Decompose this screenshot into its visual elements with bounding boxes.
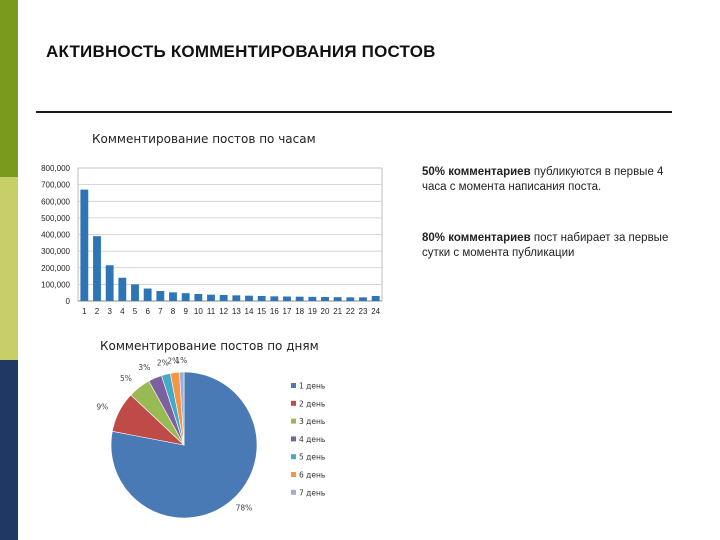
accent-stripe-bottom: [0, 360, 18, 540]
bar: [232, 295, 241, 301]
x-tick-label: 24: [371, 307, 380, 316]
y-tick-label: 600,000: [41, 197, 70, 206]
x-tick-label: 8: [171, 307, 176, 316]
x-tick-label: 2: [95, 307, 100, 316]
y-tick-label: 500,000: [41, 214, 70, 223]
x-tick-label: 18: [295, 307, 304, 316]
x-tick-label: 7: [158, 307, 163, 316]
x-tick-label: 10: [194, 307, 203, 316]
pie-data-label: 2%: [167, 357, 179, 366]
pie-data-label: 78%: [236, 503, 253, 512]
legend-swatch: [291, 454, 296, 460]
x-tick-label: 23: [359, 307, 368, 316]
legend-swatch: [291, 472, 296, 477]
legend-label: 3 день: [299, 417, 325, 426]
legend-swatch: [291, 436, 296, 442]
title-divider: [36, 111, 672, 113]
x-tick-label: 9: [183, 307, 188, 316]
bar: [346, 297, 355, 301]
x-tick-label: 19: [308, 307, 317, 316]
y-tick-label: 0: [66, 297, 71, 306]
x-tick-label: 20: [321, 307, 330, 316]
x-tick-label: 22: [346, 307, 355, 316]
legend-label: 1 день: [299, 382, 325, 391]
bar: [295, 296, 304, 301]
x-tick-label: 12: [219, 307, 228, 316]
note-first-day: 80% комментариев пост набирает за первые…: [422, 231, 684, 261]
bar: [219, 295, 228, 301]
x-tick-label: 3: [107, 307, 112, 316]
x-tick-label: 1: [82, 307, 87, 316]
y-tick-label: 800,000: [41, 164, 70, 173]
legend-label: 4 день: [299, 435, 325, 444]
note-first-hours-bold: 50% комментариев: [422, 166, 531, 178]
y-tick-label: 200,000: [41, 264, 70, 273]
legend-swatch: [291, 400, 296, 406]
pie-data-label: 1%: [175, 356, 187, 365]
bar: [321, 297, 329, 301]
bar: [181, 293, 190, 301]
pie-data-label: 9%: [96, 402, 108, 411]
legend-swatch: [291, 489, 296, 495]
y-tick-label: 100,000: [41, 280, 70, 289]
legend-swatch: [291, 383, 296, 388]
bar: [156, 291, 165, 301]
y-tick-label: 300,000: [41, 247, 70, 256]
bar: [371, 296, 380, 301]
bar: [207, 294, 215, 301]
accent-stripe-middle: [0, 177, 18, 360]
bar: [270, 296, 279, 301]
legend-label: 6 день: [299, 471, 325, 480]
bar-chart-title: Комментирование постов по часам: [92, 132, 316, 146]
legend-label: 5 день: [299, 453, 325, 462]
x-tick-label: 5: [133, 307, 138, 316]
bar: [143, 288, 152, 301]
slide-title: АКТИВНОСТЬ КОММЕНТИРОВАНИЯ ПОСТОВ: [46, 42, 436, 61]
pie-data-label: 2%: [157, 359, 169, 368]
x-tick-label: 13: [232, 307, 241, 316]
legend-label: 7 день: [299, 488, 325, 497]
bar: [283, 296, 291, 301]
x-tick-label: 16: [270, 307, 279, 316]
bar: [333, 297, 342, 301]
pie-chart-title: Комментирование постов по дням: [100, 339, 319, 353]
bar: [359, 297, 367, 301]
pie-data-label: 3%: [138, 363, 150, 372]
y-tick-label: 400,000: [41, 231, 70, 240]
legend-swatch: [291, 418, 296, 424]
bar: [105, 265, 114, 301]
x-tick-label: 6: [145, 307, 150, 316]
bar: [308, 296, 317, 301]
x-tick-label: 14: [245, 307, 254, 316]
bar: [131, 284, 139, 301]
x-tick-label: 11: [207, 307, 216, 316]
pie-data-label: 5%: [120, 374, 132, 383]
bar: [80, 189, 89, 301]
y-tick-label: 700,000: [41, 181, 70, 190]
legend-label: 2 день: [299, 399, 325, 408]
accent-stripe-top: [0, 0, 18, 177]
note-first-hours-text: публикуются в первые 4 часа с момента на…: [422, 166, 664, 193]
pie-slice: [110, 371, 258, 519]
note-first-day-bold: 80% комментариев: [422, 232, 531, 244]
bar: [169, 292, 177, 301]
x-tick-label: 4: [120, 307, 125, 316]
note-first-day-text: пост набирает за первые сутки с момента …: [422, 232, 669, 259]
bar: [118, 277, 127, 301]
x-tick-label: 15: [257, 307, 266, 316]
bar: [245, 295, 253, 301]
note-first-hours: 50% комментариев публикуются в первые 4 …: [422, 165, 682, 195]
bar: [194, 294, 203, 301]
bar: [257, 296, 266, 301]
pie-slice: [179, 371, 185, 446]
x-tick-label: 17: [283, 307, 292, 316]
bar: [93, 236, 101, 301]
x-tick-label: 21: [333, 307, 342, 316]
